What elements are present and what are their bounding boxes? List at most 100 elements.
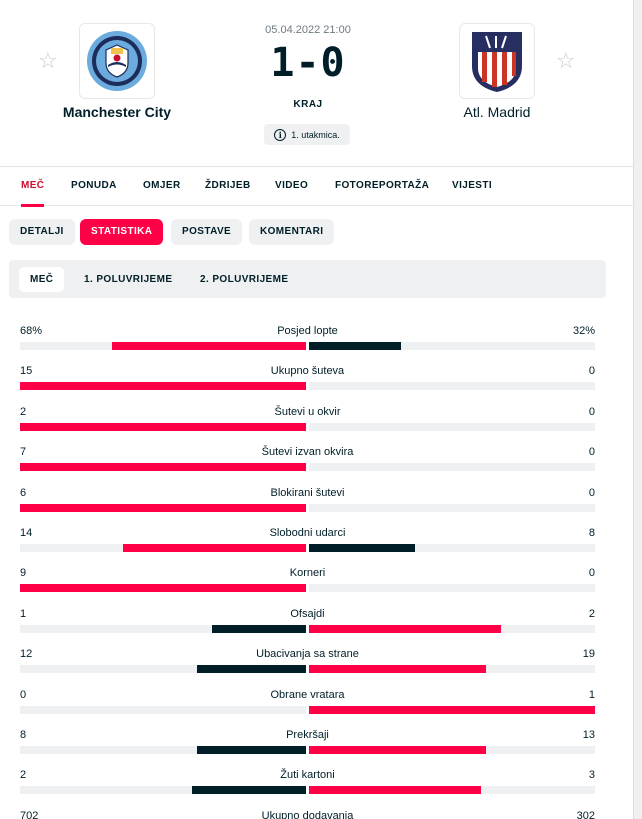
subtab-statistika[interactable]: STATISTIKA bbox=[80, 219, 164, 245]
stat-row: 702 Ukupno dodavanja 302 bbox=[20, 807, 595, 819]
match-status: KRAJ bbox=[293, 99, 323, 110]
tab-vijesti[interactable]: VIJESTI bbox=[452, 180, 493, 191]
stat-home-value: 1 bbox=[20, 607, 27, 620]
stat-row: 2 Šutevi u okvir 0 bbox=[20, 403, 595, 443]
away-bar-fill bbox=[309, 786, 481, 795]
stat-name: Ukupno dodavanja bbox=[261, 809, 354, 819]
away-bar-track bbox=[309, 342, 595, 350]
away-bar-fill bbox=[309, 705, 595, 714]
home-bar-fill bbox=[111, 342, 306, 350]
home-bar-track bbox=[20, 624, 306, 633]
favorite-away-star-icon[interactable]: ☆ bbox=[556, 48, 576, 73]
stat-row: 68% Posjed lopte 32% bbox=[20, 322, 595, 362]
away-bar-fill bbox=[309, 543, 415, 552]
stat-away-value: 1 bbox=[588, 688, 595, 701]
home-bar-fill bbox=[20, 584, 306, 593]
tab-ponuda[interactable]: PONUDA bbox=[71, 180, 117, 191]
away-bar-track bbox=[309, 463, 595, 472]
away-bar-track bbox=[309, 503, 595, 512]
manchester-city-crest-icon bbox=[87, 31, 147, 91]
period-selector: MEČ 1. POLUVRIJEME 2. POLUVRIJEME bbox=[9, 260, 606, 298]
stat-name: Šutevi u okvir bbox=[274, 405, 341, 418]
home-bar-fill bbox=[211, 624, 306, 633]
stat-name: Ubacivanja sa strane bbox=[256, 648, 359, 661]
home-bar-fill bbox=[197, 665, 306, 674]
stat-home-value: 14 bbox=[20, 526, 33, 539]
stat-away-value: 0 bbox=[588, 446, 595, 459]
subtab-komentari[interactable]: KOMENTARI bbox=[249, 219, 335, 245]
home-bar-fill bbox=[20, 422, 306, 431]
tab-zdrijeb[interactable]: ŽDRIJEB bbox=[205, 180, 251, 191]
stat-row: 15 Ukupno šuteva 0 bbox=[20, 362, 595, 402]
home-bar-fill bbox=[20, 463, 306, 472]
away-bar-track bbox=[309, 382, 595, 391]
away-bar-track bbox=[309, 584, 595, 593]
leg-label: 1. utakmica. bbox=[291, 129, 340, 140]
tab-omjer[interactable]: OMJER bbox=[143, 180, 181, 191]
stat-row: 2 Žuti kartoni 3 bbox=[20, 766, 595, 806]
stat-row: 6 Blokirani šutevi 0 bbox=[20, 484, 595, 524]
stat-home-value: 0 bbox=[20, 688, 27, 701]
stat-away-value: 19 bbox=[582, 648, 595, 661]
away-bar-fill bbox=[309, 745, 487, 754]
stat-away-value: 8 bbox=[588, 526, 595, 539]
period-tab-mec[interactable]: MEČ bbox=[19, 267, 65, 292]
scrollbar-track[interactable] bbox=[634, 0, 642, 819]
away-team-logo[interactable] bbox=[459, 23, 535, 99]
tab-fotoreportaza[interactable]: FOTOREPORTAŽA bbox=[335, 180, 430, 191]
home-bar-track bbox=[20, 422, 306, 431]
tab-video[interactable]: VIDEO bbox=[275, 180, 309, 191]
stat-home-value: 2 bbox=[20, 769, 27, 782]
stat-name: Prekršaji bbox=[286, 728, 329, 741]
stat-row: 12 Ubacivanja sa strane 19 bbox=[20, 645, 595, 685]
home-bar-fill bbox=[20, 503, 306, 512]
home-bar-fill bbox=[191, 786, 306, 795]
leg-info-badge[interactable]: i 1. utakmica. bbox=[264, 124, 350, 145]
stat-name: Posjed lopte bbox=[277, 325, 338, 337]
away-bar-track bbox=[309, 624, 595, 633]
stat-row: 9 Korneri 0 bbox=[20, 564, 595, 604]
stat-away-value: 2 bbox=[588, 607, 595, 620]
home-bar-fill bbox=[197, 745, 306, 754]
home-bar-track bbox=[20, 705, 306, 714]
home-team-name[interactable]: Manchester City bbox=[62, 104, 172, 120]
home-bar-track bbox=[20, 584, 306, 593]
scrollbar-divider bbox=[633, 0, 634, 819]
home-bar-track bbox=[20, 503, 306, 512]
stat-away-value: 0 bbox=[588, 405, 595, 418]
home-bar-track bbox=[20, 786, 306, 795]
stat-away-value: 0 bbox=[588, 486, 595, 499]
away-team-name[interactable]: Atl. Madrid bbox=[463, 104, 531, 120]
favorite-home-star-icon[interactable]: ☆ bbox=[38, 48, 58, 73]
stat-home-value: 6 bbox=[20, 486, 27, 499]
home-bar-track bbox=[20, 342, 306, 350]
period-tab-first-half[interactable]: 1. POLUVRIJEME bbox=[84, 274, 173, 285]
stat-row: 8 Prekršaji 13 bbox=[20, 726, 595, 766]
away-bar-fill bbox=[309, 665, 487, 674]
stat-away-value: 3 bbox=[588, 769, 595, 782]
stat-name: Žuti kartoni bbox=[280, 769, 335, 782]
stat-name: Slobodni udarci bbox=[269, 526, 346, 539]
stat-name: Ukupno šuteva bbox=[270, 365, 345, 378]
home-bar-fill bbox=[122, 543, 306, 552]
away-bar-fill bbox=[309, 624, 501, 633]
period-tab-second-half[interactable]: 2. POLUVRIJEME bbox=[200, 274, 289, 285]
match-datetime: 05.04.2022 21:00 bbox=[265, 24, 351, 36]
tab-mec[interactable]: MEČ bbox=[21, 167, 45, 207]
subtab-postave[interactable]: POSTAVE bbox=[171, 219, 243, 245]
subtab-detalji[interactable]: DETALJI bbox=[9, 219, 75, 245]
home-bar-track bbox=[20, 543, 306, 552]
statistics-list: 68% Posjed lopte 32% 15 Ukupno šuteva 0 2 Šutev… bbox=[20, 322, 595, 819]
home-team-logo[interactable] bbox=[79, 23, 155, 99]
match-score: 1-0 bbox=[270, 40, 346, 86]
stat-home-value: 2 bbox=[20, 405, 27, 418]
stat-home-value: 7 bbox=[20, 446, 27, 459]
match-header: ☆ Manchester City 05.04.2022 21:00 1-0 K… bbox=[0, 0, 634, 165]
stat-row: 14 Slobodni udarci 8 bbox=[20, 524, 595, 564]
info-icon: i bbox=[274, 128, 287, 141]
home-bar-track bbox=[20, 382, 306, 391]
stat-home-value: 8 bbox=[20, 728, 27, 741]
away-bar-track bbox=[309, 422, 595, 431]
stat-row: 7 Šutevi izvan okvira 0 bbox=[20, 443, 595, 483]
stat-name: Korneri bbox=[289, 567, 326, 580]
